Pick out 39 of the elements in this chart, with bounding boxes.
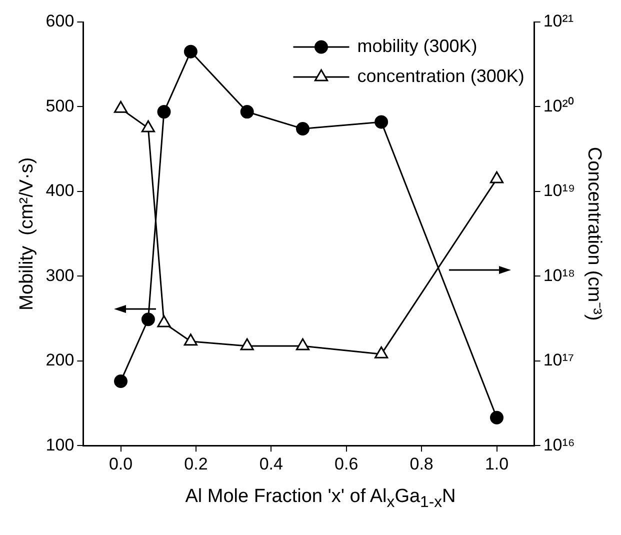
point — [490, 410, 504, 424]
point — [296, 338, 310, 350]
point — [374, 115, 388, 129]
x-axis-title: Al Mole Fraction 'x' of Al$_{x}$Ga$_{1-x}$N — [184, 486, 457, 512]
y2-axis-title: Concentration (cm⁻³) — [583, 146, 604, 321]
point — [141, 120, 156, 132]
y-tick-label: 600 — [46, 12, 74, 31]
y2-tick-label: 10²⁰ — [543, 96, 574, 116]
y-tick-label: 500 — [46, 96, 74, 116]
point — [157, 315, 171, 328]
point — [240, 105, 254, 119]
point — [184, 44, 198, 58]
point — [114, 100, 128, 113]
point — [184, 334, 198, 346]
point — [374, 346, 388, 358]
y2-tick-label: 10¹⁸ — [543, 266, 576, 285]
legend-label: mobility (300K) — [357, 36, 478, 56]
x-tick-label: 0.0 — [108, 454, 133, 474]
point — [114, 374, 128, 388]
y2-tick-label: 10¹⁶ — [543, 435, 575, 454]
y2-tick-label: 10²¹ — [543, 12, 574, 31]
y2-tick-label: 10¹⁹ — [543, 181, 576, 200]
y-tick-label: 400 — [46, 181, 74, 200]
point — [157, 105, 171, 119]
x-tick-label: 0.2 — [184, 454, 208, 474]
y-tick-label: 200 — [46, 350, 74, 370]
y-tick-label: 100 — [46, 435, 74, 454]
x-tick-label: 0.8 — [410, 454, 434, 474]
x-tick-label: 0.6 — [334, 454, 358, 474]
y2-tick-label: 10¹⁷ — [543, 350, 574, 370]
point — [141, 312, 155, 326]
point — [296, 122, 310, 136]
legend-label: concentration (300K) — [357, 66, 524, 86]
point — [240, 338, 254, 350]
x-tick-label: 0.4 — [259, 454, 283, 474]
y-tick-label: 300 — [46, 266, 74, 285]
x-tick-label: 1.0 — [484, 454, 509, 474]
y-axis-title: Mobility (cm²/V·s) — [16, 157, 38, 310]
point — [490, 171, 504, 184]
